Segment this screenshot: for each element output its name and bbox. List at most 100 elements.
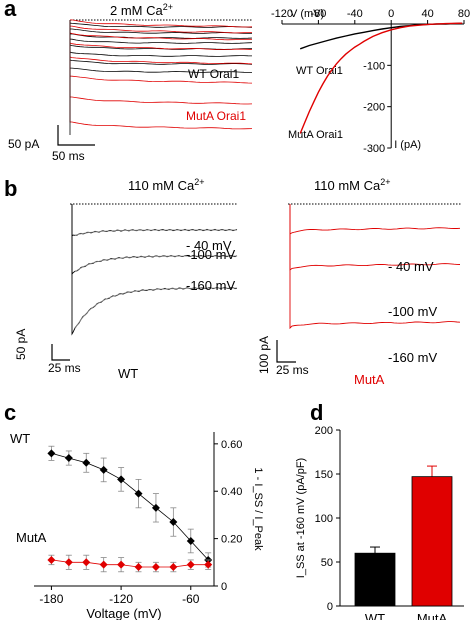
panel-a-current-traces: [69, 19, 253, 135]
panel-b-muta-voltage-160: -160 mV: [388, 350, 437, 365]
panel-b-wt-voltage-100-label: -100 mV: [186, 247, 235, 262]
panel-b-muta-voltage-40: - 40 mV: [388, 259, 434, 274]
iv-y-tick-label: -100: [363, 60, 385, 72]
panel-a-scale-y: 50 pA: [8, 137, 39, 151]
panel-b-wt-trace: [71, 204, 238, 276]
iss-y-tick-label: 100: [315, 513, 333, 525]
iss-bar-chart: 0 50 100 150 200 I_SS at -160 mV (pA/pF) WT Mut…: [295, 425, 464, 620]
panel-a-trace: [69, 20, 253, 34]
inact-point-muta: [169, 563, 178, 572]
iv-x-tick-label: 40: [421, 8, 433, 20]
panel-a-condition: 2 mM Ca2+: [110, 2, 173, 18]
inact-point-muta: [64, 558, 73, 567]
iss-category-label: MutA: [417, 611, 448, 620]
iv-y-axis-label: I (pA): [394, 139, 421, 151]
iv-chart: -120 -80 -40 0 40 80 -100 -200 -300 V (mV) I (pA) W…: [271, 8, 470, 155]
panel-a-scale-bar: [57, 125, 95, 146]
panel-b-wt-voltage-40: - 40 mV: [186, 238, 232, 253]
panel-a-trace: [69, 20, 253, 130]
iv-x-axis-label: V (mV): [290, 8, 324, 20]
iss-y-tick-label: 200: [315, 425, 333, 437]
panel-d-letter: d: [310, 400, 323, 425]
iss-y-tick-label: 150: [315, 469, 333, 481]
panel-b-muta-trace: [289, 204, 461, 235]
inact-point-wt: [47, 449, 56, 458]
iv-x-tick-label: 0: [388, 8, 394, 20]
inact-line-muta: [51, 559, 209, 568]
panel-a-trace: [69, 20, 253, 34]
inact-x-tick-label: -180: [39, 592, 63, 606]
panel-a-wt-label: WT Orai1: [188, 67, 239, 81]
panel-b-muta-condition: 110 mM Ca2+: [314, 177, 391, 193]
inact-x-axis-label: Voltage (mV): [86, 606, 161, 620]
inact-point-muta: [151, 563, 160, 572]
panel-b-wt-fit: [74, 255, 237, 273]
panel-a-trace: [69, 20, 253, 65]
panel-a-letter: a: [4, 0, 17, 21]
panel-b-wt-voltage-160: -160 mV: [186, 278, 235, 293]
panel-a-trace: [69, 20, 253, 50]
inact-point-wt: [64, 454, 73, 463]
inact-legend-muta: MutA: [16, 530, 47, 545]
iv-x-tick-label: -80: [310, 8, 326, 20]
panel-b-muta-voltage-100: -100 mV: [388, 304, 437, 319]
iss-bar-muta: [411, 476, 453, 607]
panel-b-muta-scale-bar: [276, 340, 296, 363]
panel-b-wt-label: WT: [118, 366, 138, 381]
panel-b-wt-trace: [71, 204, 238, 336]
inact-point-wt: [186, 536, 195, 545]
inact-y-tick-label: 0.20: [221, 534, 242, 546]
inact-y-tick-label: 0: [221, 581, 227, 593]
panel-b-wt-fit: [74, 287, 238, 329]
inact-point-wt: [151, 503, 160, 512]
inact-point-muta: [82, 558, 91, 567]
inact-point-wt: [99, 465, 108, 474]
panel-a-trace: [69, 20, 252, 50]
iss-y-tick-label: 50: [321, 557, 333, 569]
iv-y-tick-label: -200: [363, 102, 385, 114]
inact-point-muta: [204, 560, 213, 569]
panel-b-muta-scale-y: 100 pA: [257, 336, 271, 374]
inact-x-tick-label: -120: [109, 592, 133, 606]
panel-a-trace: [69, 20, 253, 65]
panel-b-letter: b: [4, 176, 17, 201]
iss-category-label: WT: [365, 611, 385, 620]
iv-y-tick-label: -300: [363, 143, 385, 155]
iv-x-tick-label: -120: [271, 8, 293, 20]
panel-a-trace: [69, 20, 253, 44]
inact-x-tick-label: -60: [182, 592, 200, 606]
inact-line-wt: [51, 452, 209, 561]
panel-a-trace: [69, 20, 253, 105]
inact-point-muta: [186, 560, 195, 569]
iv-x-tick-label: 80: [458, 8, 470, 20]
panel-b-muta-label: MutA: [354, 372, 385, 387]
panel-a-trace: [69, 20, 252, 41]
inact-point-wt: [117, 475, 126, 484]
panel-a-muta-label: MutA Orai1: [186, 109, 246, 123]
panel-b-wt-scale-y: 50 pA: [14, 329, 28, 360]
inact-point-wt: [134, 489, 143, 498]
iss-y-tick-label: 0: [327, 601, 333, 613]
panel-a-trace: [69, 20, 253, 28]
inact-y-tick-label: 0.40: [221, 486, 242, 498]
panel-b-muta-trace: [289, 204, 461, 271]
panel-a-trace: [69, 20, 253, 84]
inact-point-muta: [99, 560, 108, 569]
panel-b-wt-scale-bar: [51, 344, 70, 361]
panel-a-trace: [69, 19, 253, 28]
panel-c-letter: c: [4, 400, 16, 425]
inact-y-axis-label: 1 - I_SS / I_Peak: [252, 467, 264, 551]
panel-b-wt-trace: [71, 204, 238, 238]
inact-point-muta: [47, 555, 56, 564]
panel-a-scale-x: 50 ms: [52, 149, 85, 163]
panel-b-muta-traces: [289, 204, 461, 330]
inact-point-wt: [82, 458, 91, 467]
inact-y-tick-label: 0.60: [221, 439, 242, 451]
iv-legend-wt: WT Orai1: [296, 65, 343, 77]
panel-b-wt-condition: 110 mM Ca2+: [128, 177, 205, 193]
iv-legend-muta: MutA Orai1: [288, 129, 343, 141]
panel-b-muta-scale-x: 25 ms: [276, 363, 309, 377]
panel-b-wt-fit: [74, 229, 237, 236]
inact-legend-wt: WT: [10, 431, 30, 446]
